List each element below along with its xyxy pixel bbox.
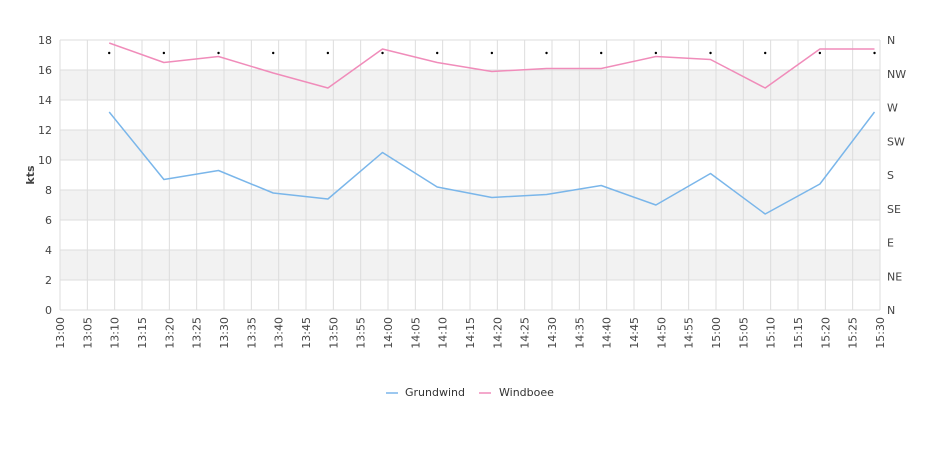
direction-marker — [709, 51, 712, 55]
x-tick-label: 15:15 — [792, 317, 805, 349]
x-tick-label: 14:35 — [573, 317, 586, 349]
direction-marker — [326, 51, 330, 55]
x-tick-label: 13:25 — [191, 317, 204, 349]
direction-marker — [818, 51, 822, 55]
direction-marker — [162, 51, 166, 55]
right-tick-label: SE — [887, 203, 901, 216]
direction-marker — [490, 51, 494, 55]
series-lines — [108, 42, 876, 215]
legend-item-windboee[interactable]: Windboee — [479, 386, 554, 399]
x-tick-label: 14:40 — [601, 317, 614, 349]
y-tick-label: 6 — [45, 214, 52, 227]
legend-label-grundwind: Grundwind — [405, 386, 465, 399]
series-line-windboee — [108, 42, 875, 89]
x-tick-label: 13:05 — [81, 317, 94, 349]
x-tick-label: 14:50 — [655, 317, 668, 349]
right-tick-label: N — [887, 34, 895, 47]
x-tick-label: 15:30 — [874, 317, 887, 349]
x-tick-label: 14:45 — [628, 317, 641, 349]
y-tick-label: 14 — [38, 94, 52, 107]
direction-markers — [108, 51, 876, 55]
x-tick-label: 13:15 — [136, 317, 149, 349]
x-tick-label: 15:00 — [710, 317, 723, 349]
legend-item-grundwind[interactable]: Grundwind — [386, 386, 465, 399]
right-tick-label: S — [887, 169, 894, 182]
right-tick-label: SW — [887, 135, 905, 148]
right-tick-label: N — [887, 304, 895, 317]
direction-marker — [545, 51, 548, 55]
direction-marker — [108, 51, 111, 55]
x-axis-ticks: 13:00 13:05 13:10 13:15 13:20 13:25 13:30 13:35… — [54, 317, 887, 349]
vertical-gridlines — [59, 40, 881, 310]
x-tick-label: 15:25 — [847, 317, 860, 349]
right-tick-label: E — [887, 237, 894, 250]
direction-marker — [873, 51, 876, 55]
x-tick-label: 13:50 — [327, 317, 340, 349]
legend-label-windboee: Windboee — [499, 386, 554, 399]
right-tick-label: W — [887, 102, 898, 115]
right-axis-ticks: N NE E SE S SW W NW N — [887, 34, 906, 317]
x-tick-label: 15:20 — [819, 317, 832, 349]
y-tick-label: 8 — [45, 184, 52, 197]
direction-marker — [381, 51, 384, 55]
y-tick-label: 10 — [38, 154, 52, 167]
x-tick-label: 14:20 — [491, 317, 504, 349]
y-tick-label: 0 — [45, 304, 52, 317]
x-tick-label: 13:20 — [163, 317, 176, 349]
x-tick-label: 13:45 — [300, 317, 313, 349]
x-tick-label: 13:40 — [273, 317, 286, 349]
x-tick-label: 14:55 — [683, 317, 696, 349]
y-tick-label: 4 — [45, 244, 52, 257]
series-line-grundwind — [108, 111, 876, 215]
x-tick-label: 14:05 — [409, 317, 422, 349]
y-axis-ticks: 0 2 4 6 8 10 12 14 16 18 — [38, 34, 52, 317]
y-axis-label: kts — [24, 165, 37, 185]
y-tick-label: 18 — [38, 34, 52, 47]
x-tick-label: 13:10 — [109, 317, 122, 349]
right-tick-label: NW — [887, 68, 906, 81]
x-tick-label: 15:05 — [737, 317, 750, 349]
x-tick-label: 13:30 — [218, 317, 231, 349]
x-tick-label: 14:25 — [519, 317, 532, 349]
y-tick-label: 16 — [38, 64, 52, 77]
direction-marker — [436, 51, 439, 55]
x-tick-label: 13:35 — [245, 317, 258, 349]
x-tick-label: 14:15 — [464, 317, 477, 349]
direction-marker — [272, 51, 275, 55]
y-tick-label: 12 — [38, 124, 52, 137]
direction-marker — [217, 51, 220, 55]
legend: Grundwind Windboee — [386, 386, 554, 399]
x-tick-label: 14:10 — [437, 317, 450, 349]
y-tick-label: 2 — [45, 274, 52, 287]
direction-marker — [654, 51, 658, 55]
direction-marker — [600, 51, 603, 55]
direction-marker — [764, 51, 767, 55]
x-tick-label: 13:55 — [355, 317, 368, 349]
right-tick-label: NE — [887, 270, 902, 283]
x-tick-label: 13:00 — [54, 317, 67, 349]
x-tick-label: 14:00 — [382, 317, 395, 349]
x-tick-label: 14:30 — [546, 317, 559, 349]
x-tick-label: 15:10 — [765, 317, 778, 349]
